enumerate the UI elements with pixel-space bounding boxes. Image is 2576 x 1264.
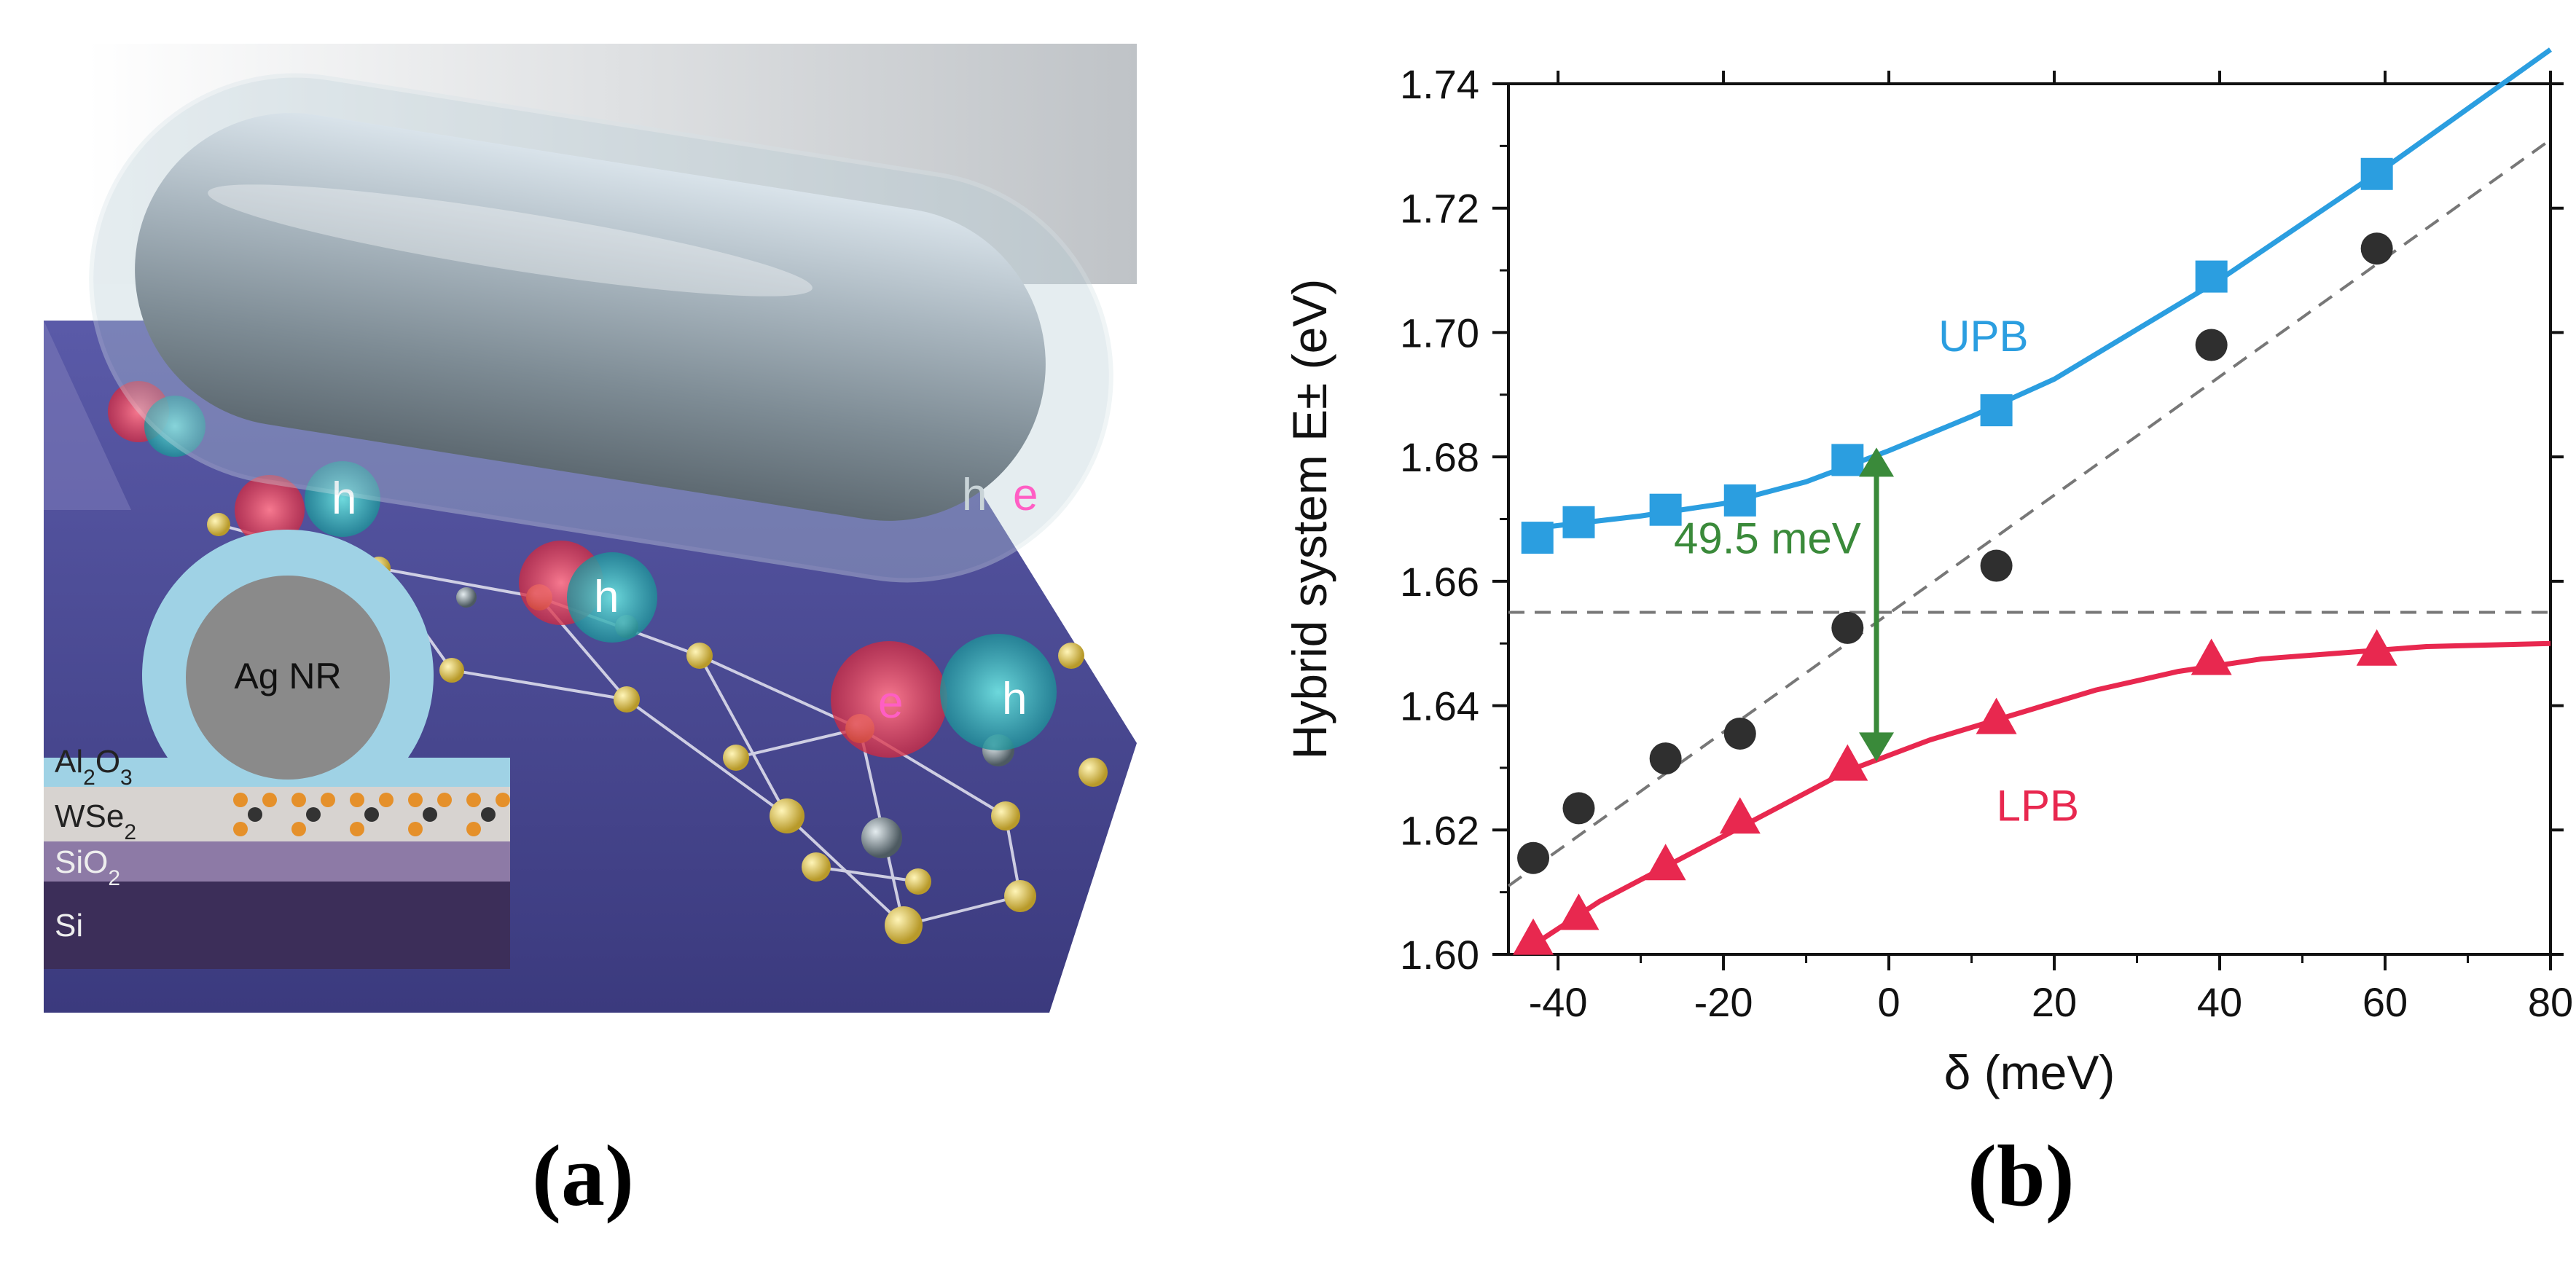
data-point-lpb: [2356, 629, 2397, 666]
hole-icon: [567, 552, 657, 643]
y-tick-label: 1.64: [1400, 683, 1479, 729]
panel-a-label: (a): [532, 1127, 634, 1224]
data-point-exciton: [2360, 232, 2393, 265]
y-axis-title: Hybrid system E± (eV): [1283, 279, 1336, 760]
sio2-layer: [44, 841, 510, 882]
fit-curve: [1532, 640, 2551, 948]
y-tick-label: 1.74: [1400, 61, 1479, 107]
data-point-exciton: [1831, 611, 1864, 644]
y-tick-label: 1.70: [1400, 310, 1479, 356]
si-label: Si: [55, 908, 83, 943]
x-axis-title: δ (meV): [1944, 1045, 2115, 1099]
data-point-lpb: [1719, 797, 1761, 834]
fit-curve: [1532, 47, 2553, 531]
data-point-upb: [1521, 522, 1554, 554]
silver-nanorod: [135, 113, 1046, 521]
data-point-lpb: [2191, 638, 2232, 675]
splitting-arrow-head-down: [1859, 732, 1895, 762]
data-point-lpb: [1645, 844, 1686, 881]
y-tick-label: 1.60: [1400, 932, 1479, 978]
device-illustration: h h e h h e Ag NR: [44, 44, 1137, 1013]
data-point-exciton: [1723, 717, 1756, 750]
data-point-upb: [1723, 484, 1756, 517]
rod-highlight: [208, 184, 813, 297]
x-tick-label: 0: [1877, 979, 1900, 1025]
x-tick-label: 80: [2528, 979, 2573, 1025]
hole-icon: [144, 396, 205, 457]
x-tick-label: -20: [1694, 979, 1753, 1025]
dashed-reference-line: [1507, 138, 2552, 887]
data-point-lpb: [1827, 744, 1868, 781]
hole-icon: [305, 461, 380, 537]
data-point-upb: [1980, 394, 2013, 427]
data-point-upb: [1562, 506, 1595, 538]
data-point-exciton: [2195, 329, 2228, 361]
ag-nanorod-cross-section: [186, 576, 390, 780]
y-tick-label: 1.72: [1400, 186, 1479, 232]
x-tick-label: 60: [2362, 979, 2408, 1025]
data-point-lpb: [1558, 893, 1600, 930]
data-point-exciton: [1649, 742, 1682, 775]
cross-section-inset: Ag NR Al2O3 WSe2 SiO2 Si: [44, 529, 510, 969]
electron-label: e: [1013, 470, 1038, 520]
hole-label: h: [962, 470, 987, 520]
data-point-upb: [2360, 157, 2393, 190]
exciton-pairs: h h e h: [108, 381, 1057, 758]
data-point-upb: [1649, 493, 1682, 526]
electron-label: e: [878, 678, 903, 728]
hole-label: h: [1002, 674, 1027, 724]
hole-label: h: [332, 474, 356, 524]
data-point-upb: [2195, 260, 2228, 293]
annotation-label: LPB: [1997, 781, 2079, 830]
si-layer: [44, 882, 510, 969]
data-point-exciton: [1980, 549, 2013, 582]
y-tick-label: 1.66: [1400, 559, 1479, 605]
data-point-exciton: [1562, 792, 1595, 825]
hole-label: h: [594, 572, 619, 622]
hole-icon: [940, 634, 1057, 750]
data-point-lpb: [1513, 918, 1554, 955]
x-tick-label: -40: [1529, 979, 1588, 1025]
data-point-lpb: [1976, 697, 2017, 734]
splitting-arrow-head-up: [1859, 447, 1895, 477]
annotation-label: 49.5 meV: [1674, 514, 1861, 562]
wse2-atoms: [233, 793, 510, 836]
substrate-edge: [44, 321, 131, 510]
y-tick-label: 1.68: [1400, 434, 1479, 480]
x-tick-label: 40: [2197, 979, 2242, 1025]
data-point-exciton: [1517, 841, 1550, 874]
nanorod-label: Ag NR: [234, 656, 341, 696]
electron-icon: [235, 475, 305, 545]
y-tick-label: 1.62: [1400, 807, 1479, 853]
electron-icon: [831, 641, 947, 758]
panel-b-label: (b): [1968, 1127, 2075, 1224]
x-tick-label: 20: [2032, 979, 2077, 1025]
data-point-upb: [1831, 444, 1864, 476]
annotation-label: UPB: [1938, 312, 2028, 361]
